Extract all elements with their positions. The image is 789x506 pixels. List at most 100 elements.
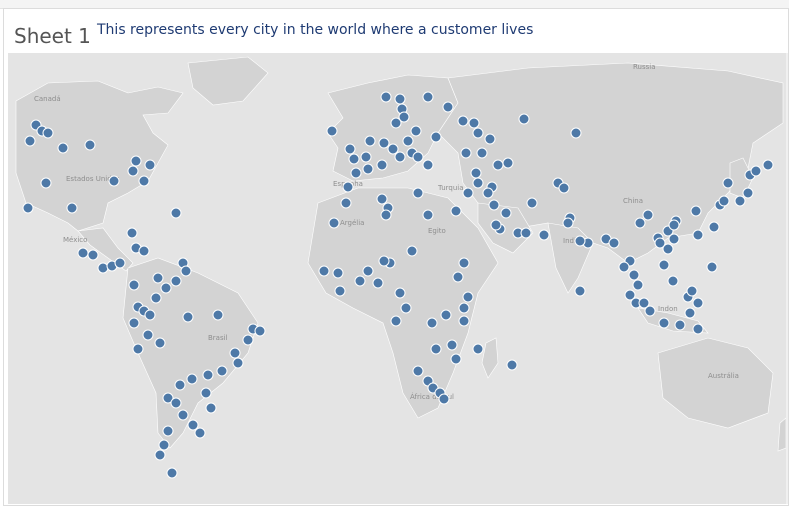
city-mark[interactable]	[538, 229, 550, 241]
city-mark[interactable]	[372, 277, 384, 289]
city-mark[interactable]	[458, 302, 470, 314]
city-mark[interactable]	[162, 425, 174, 437]
city-mark[interactable]	[742, 187, 754, 199]
city-mark[interactable]	[506, 359, 518, 371]
city-mark[interactable]	[692, 323, 704, 335]
city-mark[interactable]	[668, 219, 680, 231]
city-mark[interactable]	[152, 272, 164, 284]
vertical-scrollbar[interactable]	[786, 53, 788, 504]
city-mark[interactable]	[212, 309, 224, 321]
city-mark[interactable]	[462, 291, 474, 303]
city-mark[interactable]	[412, 187, 424, 199]
city-mark[interactable]	[668, 233, 680, 245]
city-mark[interactable]	[642, 209, 654, 221]
city-mark[interactable]	[750, 165, 762, 177]
city-mark[interactable]	[362, 163, 374, 175]
city-mark[interactable]	[662, 243, 674, 255]
city-mark[interactable]	[574, 285, 586, 297]
city-mark[interactable]	[472, 343, 484, 355]
city-mark[interactable]	[406, 245, 418, 257]
city-mark[interactable]	[42, 127, 54, 139]
city-mark[interactable]	[132, 343, 144, 355]
city-mark[interactable]	[380, 91, 392, 103]
city-mark[interactable]	[364, 135, 376, 147]
city-mark[interactable]	[362, 265, 374, 277]
city-mark[interactable]	[84, 139, 96, 151]
city-mark[interactable]	[138, 175, 150, 187]
city-mark[interactable]	[684, 307, 696, 319]
city-mark[interactable]	[354, 275, 366, 287]
city-mark[interactable]	[154, 337, 166, 349]
city-mark[interactable]	[472, 127, 484, 139]
city-mark[interactable]	[460, 147, 472, 159]
city-mark[interactable]	[558, 182, 570, 194]
city-mark[interactable]	[457, 115, 469, 127]
city-mark[interactable]	[170, 397, 182, 409]
city-mark[interactable]	[632, 279, 644, 291]
city-mark[interactable]	[378, 255, 390, 267]
city-mark[interactable]	[66, 202, 78, 214]
city-mark[interactable]	[492, 159, 504, 171]
city-mark[interactable]	[412, 365, 424, 377]
city-mark[interactable]	[526, 197, 538, 209]
city-mark[interactable]	[170, 207, 182, 219]
city-mark[interactable]	[608, 237, 620, 249]
city-mark[interactable]	[177, 409, 189, 421]
city-mark[interactable]	[718, 195, 730, 207]
city-mark[interactable]	[484, 133, 496, 145]
city-mark[interactable]	[440, 309, 452, 321]
city-mark[interactable]	[734, 195, 746, 207]
city-mark[interactable]	[422, 91, 434, 103]
city-mark[interactable]	[674, 319, 686, 331]
city-mark[interactable]	[618, 261, 630, 273]
city-mark[interactable]	[232, 357, 244, 369]
city-mark[interactable]	[380, 209, 392, 221]
city-mark[interactable]	[762, 159, 774, 171]
city-mark[interactable]	[624, 289, 636, 301]
city-mark[interactable]	[254, 325, 266, 337]
city-mark[interactable]	[706, 261, 718, 273]
city-mark[interactable]	[638, 297, 650, 309]
city-mark[interactable]	[500, 207, 512, 219]
world-map[interactable]: Canadá Estados Unidos México Brasil Russia Ch…	[8, 53, 786, 504]
city-mark[interactable]	[562, 217, 574, 229]
city-mark[interactable]	[127, 165, 139, 177]
city-mark[interactable]	[376, 193, 388, 205]
city-mark[interactable]	[144, 309, 156, 321]
city-mark[interactable]	[482, 187, 494, 199]
city-mark[interactable]	[390, 315, 402, 327]
city-mark[interactable]	[667, 275, 679, 287]
city-mark[interactable]	[162, 392, 174, 404]
city-mark[interactable]	[470, 167, 482, 179]
city-mark[interactable]	[142, 329, 154, 341]
city-mark[interactable]	[518, 113, 530, 125]
city-mark[interactable]	[108, 175, 120, 187]
city-mark[interactable]	[452, 271, 464, 283]
city-mark[interactable]	[130, 155, 142, 167]
city-mark[interactable]	[654, 237, 666, 249]
city-mark[interactable]	[394, 287, 406, 299]
city-mark[interactable]	[334, 285, 346, 297]
city-mark[interactable]	[216, 365, 228, 377]
city-mark[interactable]	[442, 101, 454, 113]
city-mark[interactable]	[634, 217, 646, 229]
city-mark[interactable]	[438, 393, 450, 405]
city-mark[interactable]	[390, 117, 402, 129]
city-mark[interactable]	[412, 151, 424, 163]
city-mark[interactable]	[488, 199, 500, 211]
city-mark[interactable]	[87, 249, 99, 261]
city-mark[interactable]	[490, 219, 502, 231]
city-mark[interactable]	[458, 315, 470, 327]
city-mark[interactable]	[628, 269, 640, 281]
city-mark[interactable]	[692, 229, 704, 241]
city-mark[interactable]	[318, 265, 330, 277]
city-mark[interactable]	[326, 125, 338, 137]
city-mark[interactable]	[350, 167, 362, 179]
city-mark[interactable]	[402, 135, 414, 147]
map-view[interactable]: Canadá Estados Unidos México Brasil Russia Ch…	[8, 53, 786, 504]
city-mark[interactable]	[430, 131, 442, 143]
city-mark[interactable]	[342, 181, 354, 193]
city-mark[interactable]	[128, 279, 140, 291]
city-mark[interactable]	[328, 217, 340, 229]
city-mark[interactable]	[194, 427, 206, 439]
